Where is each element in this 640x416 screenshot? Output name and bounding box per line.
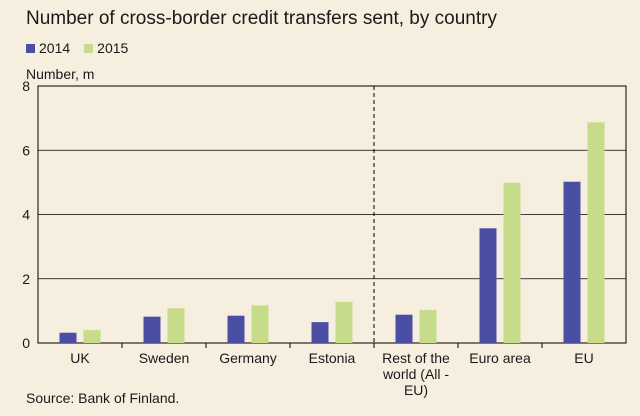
bar-2015 bbox=[419, 309, 437, 343]
source-note: Source: Bank of Finland. bbox=[26, 390, 180, 406]
legend-item-2015: 2015 bbox=[84, 40, 128, 56]
legend-label-2015: 2015 bbox=[97, 40, 129, 56]
y-tick-label: 0 bbox=[22, 335, 30, 351]
x-tick-label: EU) bbox=[404, 382, 428, 398]
legend: 2014 2015 bbox=[26, 40, 128, 56]
x-tick-label: Sweden bbox=[139, 350, 190, 366]
bar-2014 bbox=[395, 314, 413, 343]
bar-2015 bbox=[83, 330, 101, 343]
bar-2015 bbox=[167, 308, 185, 343]
legend-swatch-2015 bbox=[84, 43, 94, 53]
x-tick-label: Rest of the bbox=[382, 350, 450, 366]
bar-2014 bbox=[311, 322, 329, 343]
legend-label-2014: 2014 bbox=[39, 40, 71, 56]
bar-2014 bbox=[143, 316, 161, 343]
bar-2015 bbox=[335, 301, 353, 343]
legend-item-2014: 2014 bbox=[26, 40, 70, 56]
x-tick-label: EU bbox=[574, 350, 593, 366]
bar-2014 bbox=[479, 228, 497, 343]
bar-2014 bbox=[227, 315, 245, 343]
x-tick-label: Estonia bbox=[309, 350, 356, 366]
bar-2015 bbox=[251, 305, 269, 343]
y-tick-label: 6 bbox=[22, 142, 30, 158]
bar-2014 bbox=[59, 332, 77, 343]
legend-swatch-2014 bbox=[26, 43, 35, 53]
y-axis-unit-label: Number, m bbox=[26, 66, 95, 82]
y-tick-label: 4 bbox=[22, 207, 30, 223]
x-tick-label: Germany bbox=[219, 350, 277, 366]
y-tick-label: 2 bbox=[22, 271, 30, 287]
y-tick-label: 8 bbox=[22, 78, 30, 94]
bar-2015 bbox=[587, 122, 605, 344]
x-tick-label: UK bbox=[70, 350, 90, 366]
x-tick-label: Euro area bbox=[469, 350, 531, 366]
bar-2015 bbox=[503, 182, 521, 343]
x-tick-label: world (All - bbox=[382, 366, 449, 382]
bar-2014 bbox=[563, 181, 581, 343]
chart-title: Number of cross-border credit transfers … bbox=[26, 8, 497, 29]
